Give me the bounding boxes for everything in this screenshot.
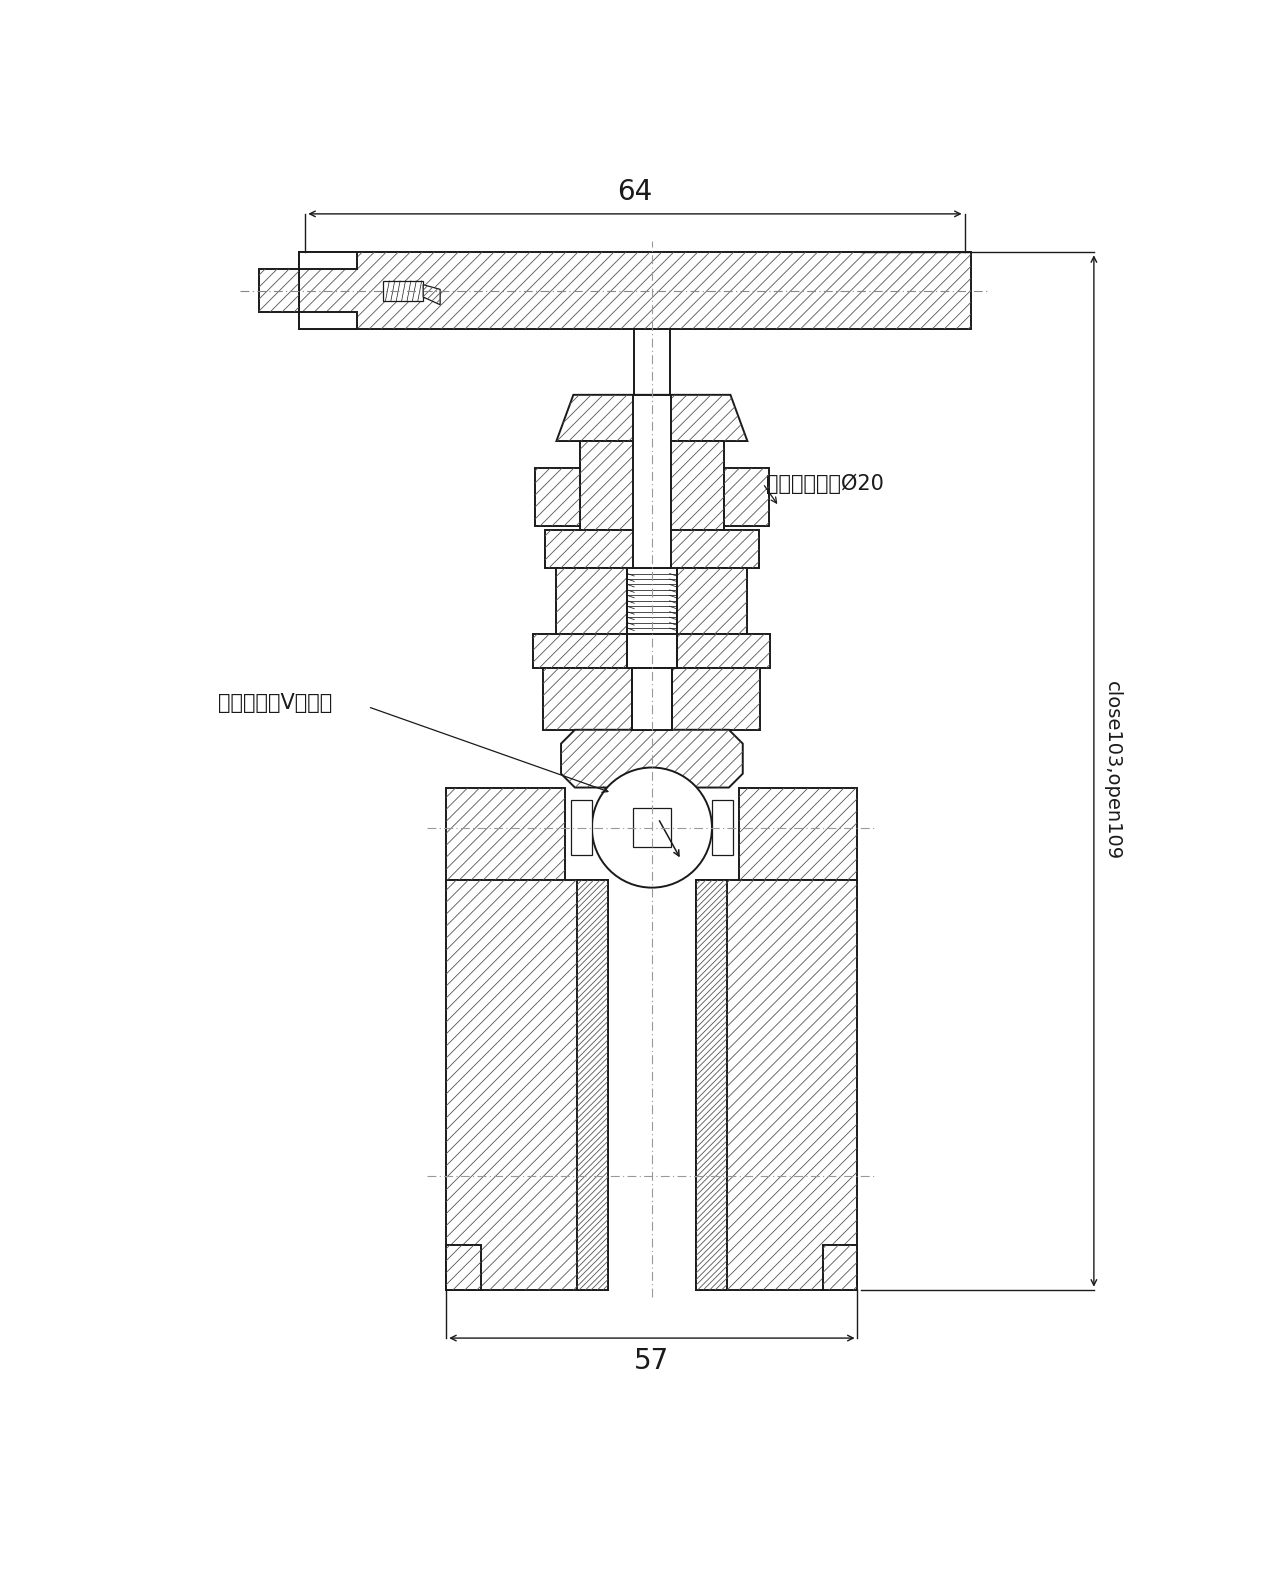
Circle shape <box>591 768 712 888</box>
Bar <box>571 800 591 855</box>
Polygon shape <box>556 568 627 634</box>
Polygon shape <box>446 880 608 1290</box>
Polygon shape <box>739 787 857 880</box>
Polygon shape <box>696 880 857 1290</box>
Polygon shape <box>446 880 608 1290</box>
Polygon shape <box>533 634 627 669</box>
Polygon shape <box>544 530 759 568</box>
Polygon shape <box>677 634 771 669</box>
Polygon shape <box>580 442 724 530</box>
Polygon shape <box>580 442 724 530</box>
Bar <box>632 809 672 847</box>
Polygon shape <box>533 634 627 669</box>
Bar <box>632 669 672 730</box>
Text: 可选节流和V型阀头: 可选节流和V型阀头 <box>218 692 332 713</box>
Polygon shape <box>543 669 632 730</box>
Polygon shape <box>446 1244 481 1290</box>
Polygon shape <box>259 270 299 312</box>
Polygon shape <box>672 669 761 730</box>
Polygon shape <box>556 568 627 634</box>
Polygon shape <box>446 1244 481 1290</box>
Bar <box>383 281 424 301</box>
Polygon shape <box>299 252 971 330</box>
Text: 面板开孔尺寸Ø20: 面板开孔尺寸Ø20 <box>766 473 884 494</box>
Polygon shape <box>696 880 726 1290</box>
Polygon shape <box>556 394 748 442</box>
Text: 64: 64 <box>617 178 653 207</box>
Polygon shape <box>677 568 748 634</box>
Bar <box>299 312 357 330</box>
Polygon shape <box>672 669 761 730</box>
Polygon shape <box>577 880 608 1290</box>
Bar <box>712 800 733 855</box>
Text: close103,open109: close103,open109 <box>1103 681 1122 861</box>
Polygon shape <box>696 880 726 1290</box>
Bar <box>632 394 672 568</box>
Polygon shape <box>299 252 971 330</box>
Polygon shape <box>677 634 771 669</box>
Polygon shape <box>823 1244 857 1290</box>
Polygon shape <box>561 730 743 787</box>
Polygon shape <box>823 1244 857 1290</box>
Polygon shape <box>446 787 565 880</box>
Polygon shape <box>534 468 580 525</box>
Polygon shape <box>259 270 299 312</box>
Polygon shape <box>544 530 759 568</box>
Polygon shape <box>677 568 748 634</box>
Polygon shape <box>534 468 580 525</box>
Polygon shape <box>724 468 770 525</box>
Bar <box>627 634 677 669</box>
Polygon shape <box>556 394 748 442</box>
Polygon shape <box>446 787 565 880</box>
Polygon shape <box>424 285 440 304</box>
Text: 57: 57 <box>635 1347 669 1375</box>
Polygon shape <box>561 730 743 787</box>
Polygon shape <box>724 468 770 525</box>
Bar <box>299 252 357 270</box>
Polygon shape <box>696 880 857 1290</box>
Polygon shape <box>577 880 608 1290</box>
Polygon shape <box>543 669 632 730</box>
Polygon shape <box>424 285 440 304</box>
Polygon shape <box>739 787 857 880</box>
